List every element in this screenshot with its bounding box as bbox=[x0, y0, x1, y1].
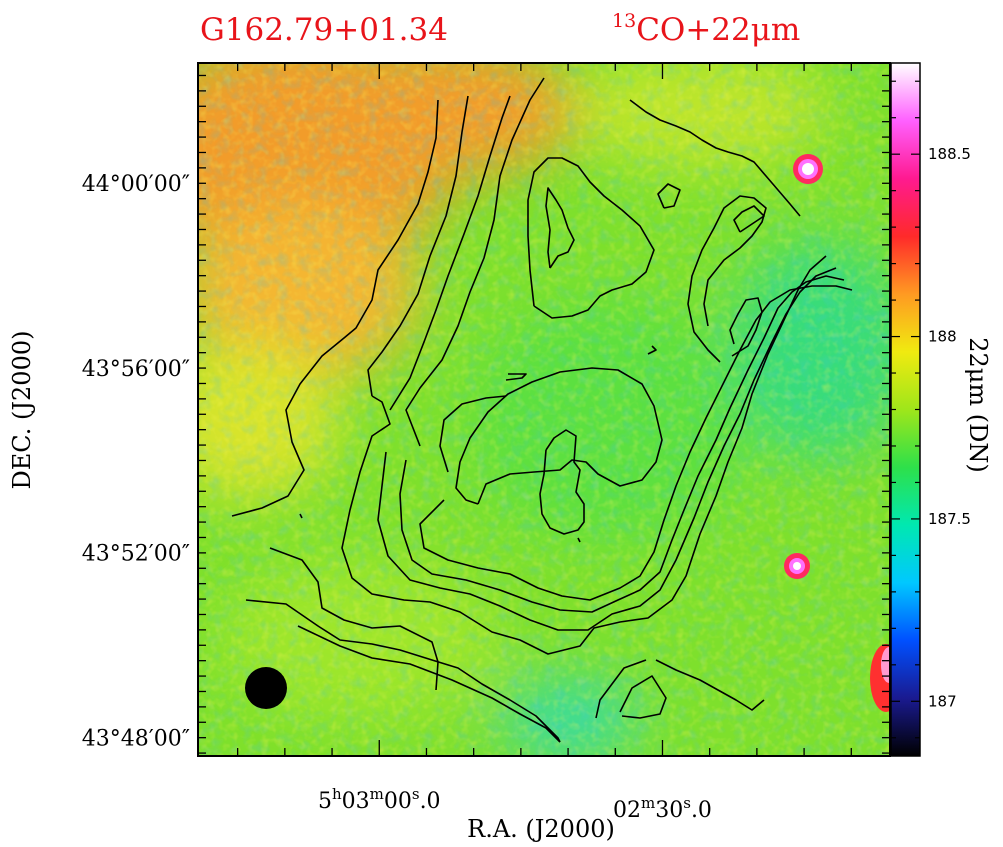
colorbar-label: 22μm (DN) bbox=[964, 337, 992, 473]
contour-line bbox=[231, 99, 439, 517]
contour-line bbox=[389, 95, 511, 411]
x-tick-label-part: 5 bbox=[318, 789, 332, 814]
contour-line bbox=[419, 285, 853, 601]
contour-line bbox=[341, 255, 827, 655]
x-tick-label-part: 02 bbox=[613, 798, 641, 823]
x-tick-label-part: m bbox=[370, 785, 384, 803]
contour-overlay bbox=[231, 77, 853, 743]
map-texture-cool bbox=[198, 63, 890, 756]
x-tick-label-part: s bbox=[412, 785, 420, 803]
x-tick-label: 02m30s.0 bbox=[613, 794, 712, 823]
x-tick-label: 5h03m00s.0 bbox=[318, 785, 441, 814]
contour-line bbox=[505, 373, 527, 381]
x-tick-label-part: .0 bbox=[420, 789, 441, 814]
point-source-core bbox=[802, 163, 814, 175]
intensity-map bbox=[198, 63, 890, 756]
contour-line bbox=[399, 275, 845, 613]
y-tick-label: 43°56′00″ bbox=[82, 357, 190, 382]
contour-line bbox=[377, 267, 837, 631]
contour-line bbox=[577, 537, 581, 543]
contour-line bbox=[619, 675, 667, 719]
contour-line bbox=[539, 429, 585, 535]
contour-line bbox=[367, 95, 469, 397]
edge-source-inner bbox=[881, 647, 890, 683]
contour-line bbox=[455, 367, 663, 505]
contour-line bbox=[245, 599, 561, 743]
x-tick-labels: 5h03m00s.0 02m30s.0 bbox=[318, 785, 712, 823]
colorbar-tick-label: 187 bbox=[928, 692, 957, 710]
contour-line bbox=[297, 625, 561, 743]
contour-line bbox=[405, 77, 545, 447]
contour-line bbox=[687, 195, 767, 363]
contour-line bbox=[545, 187, 575, 269]
colorbar-tick-label: 187.5 bbox=[928, 510, 971, 528]
contour-line bbox=[439, 395, 507, 473]
colorbar-tick-label: 188.5 bbox=[928, 145, 971, 163]
plot-frame bbox=[197, 62, 891, 757]
colorbar-tick-label: 188 bbox=[928, 328, 957, 346]
chart-title: G162.79+01.34 bbox=[200, 12, 448, 48]
y-tick-label: 43°52′00″ bbox=[82, 542, 190, 567]
x-tick-label-part: m bbox=[641, 794, 655, 812]
x-tick-label-part: 00 bbox=[384, 789, 412, 814]
y-axis-label: DEC. (J2000) bbox=[8, 331, 36, 490]
colorbar-ticks: 187 187.5 188 188.5 bbox=[891, 80, 971, 739]
contour-line bbox=[647, 345, 657, 355]
beam-marker bbox=[245, 667, 287, 709]
x-axis-label: R.A. (J2000) bbox=[467, 815, 615, 843]
x-tick-label-part: h bbox=[332, 785, 342, 803]
contour-line bbox=[657, 183, 681, 209]
contour-line bbox=[629, 99, 801, 217]
contour-line bbox=[729, 297, 763, 357]
contour-line bbox=[733, 205, 765, 233]
contour-line bbox=[595, 659, 647, 719]
y-tick-label: 43°48′00″ bbox=[82, 727, 190, 752]
x-tick-label-part: 03 bbox=[342, 789, 370, 814]
contour-line bbox=[299, 513, 303, 519]
x-tick-label-part: .0 bbox=[691, 798, 712, 823]
point-source-core bbox=[793, 562, 801, 570]
subtitle-superscript: 13 bbox=[612, 10, 636, 32]
y-tick-labels: 44°00′00″ 43°56′00″ 43°52′00″ 43°48′00″ bbox=[82, 172, 190, 751]
x-tick-label-part: 30 bbox=[655, 798, 683, 823]
y-tick-label: 44°00′00″ bbox=[82, 172, 190, 197]
subtitle-main: CO+22μm bbox=[636, 12, 800, 48]
x-tick-label-part: s bbox=[683, 794, 691, 812]
contour-line bbox=[527, 157, 655, 319]
contour-line bbox=[655, 659, 765, 711]
contour-line bbox=[269, 547, 439, 691]
axis-ticks bbox=[198, 63, 890, 756]
chart-subtitle: 13CO+22μm bbox=[612, 10, 800, 48]
